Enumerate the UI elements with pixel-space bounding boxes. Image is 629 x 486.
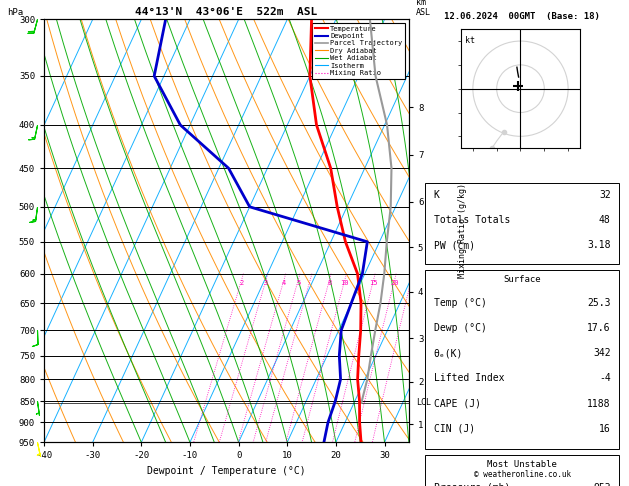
Text: 342: 342 (593, 348, 611, 358)
Text: CAPE (J): CAPE (J) (433, 399, 481, 409)
Text: 4: 4 (282, 280, 286, 286)
Text: CIN (J): CIN (J) (433, 424, 475, 434)
Text: 3.18: 3.18 (587, 240, 611, 250)
Text: Dewp (°C): Dewp (°C) (433, 323, 486, 333)
Text: 20: 20 (391, 280, 399, 286)
Bar (425, 184, 619, 264)
Text: Most Unstable: Most Unstable (487, 460, 557, 469)
Text: K: K (433, 190, 440, 200)
Text: kt: kt (465, 36, 474, 45)
Text: 12.06.2024  00GMT  (Base: 18): 12.06.2024 00GMT (Base: 18) (444, 12, 600, 21)
Text: 17.6: 17.6 (587, 323, 611, 333)
Text: 15: 15 (369, 280, 378, 286)
Text: Surface: Surface (503, 275, 541, 284)
Text: Pressure (mb): Pressure (mb) (433, 483, 510, 486)
Y-axis label: Mixing Ratio (g/kg): Mixing Ratio (g/kg) (458, 183, 467, 278)
Text: Temp (°C): Temp (°C) (433, 298, 486, 308)
X-axis label: Dewpoint / Temperature (°C): Dewpoint / Temperature (°C) (147, 466, 306, 476)
Text: PW (cm): PW (cm) (433, 240, 475, 250)
Text: 8: 8 (327, 280, 331, 286)
Text: 25.3: 25.3 (587, 298, 611, 308)
Text: 3: 3 (264, 280, 268, 286)
Text: © weatheronline.co.uk: © weatheronline.co.uk (474, 470, 571, 479)
Text: Lifted Index: Lifted Index (433, 373, 504, 383)
Text: 953: 953 (593, 483, 611, 486)
Text: 16: 16 (599, 424, 611, 434)
Text: hPa: hPa (8, 8, 24, 17)
Text: LCL: LCL (416, 398, 431, 407)
Text: -4: -4 (599, 373, 611, 383)
Text: 32: 32 (599, 190, 611, 200)
Text: 48: 48 (599, 215, 611, 225)
Legend: Temperature, Dewpoint, Parcel Trajectory, Dry Adiabat, Wet Adiabat, Isotherm, Mi: Temperature, Dewpoint, Parcel Trajectory… (312, 23, 405, 79)
Bar (425, 455, 619, 486)
Text: 10: 10 (340, 280, 349, 286)
Text: 2: 2 (240, 280, 243, 286)
Text: Totals Totals: Totals Totals (433, 215, 510, 225)
Text: 5: 5 (296, 280, 301, 286)
Text: km
ASL: km ASL (416, 0, 431, 17)
Text: θₑ(K): θₑ(K) (433, 348, 463, 358)
Title: 44°13'N  43°06'E  522m  ASL: 44°13'N 43°06'E 522m ASL (135, 7, 318, 17)
Bar (425, 270, 619, 449)
Text: 1188: 1188 (587, 399, 611, 409)
